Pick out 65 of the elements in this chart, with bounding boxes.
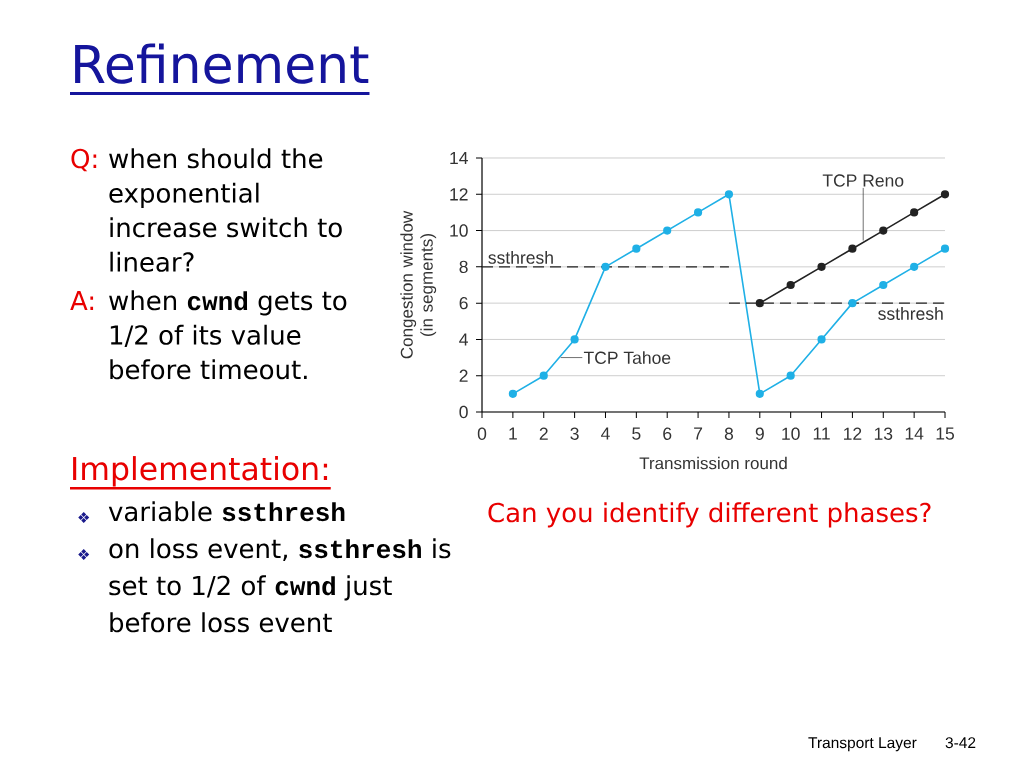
text: Can you identify different phases? bbox=[488, 502, 931, 528]
y-tick-label: 0 bbox=[459, 405, 468, 419]
text: Implementation: bbox=[73, 456, 328, 487]
point bbox=[755, 389, 764, 398]
y-tick-label: 10 bbox=[450, 224, 468, 237]
point bbox=[910, 208, 919, 217]
x-tick-label: 9 bbox=[755, 427, 764, 440]
point bbox=[848, 244, 857, 253]
point bbox=[508, 389, 517, 398]
point bbox=[755, 299, 764, 308]
x-tick-label: 14 bbox=[905, 427, 924, 440]
point bbox=[817, 335, 826, 344]
text: when should the exponential increase switch to linear? bbox=[109, 148, 342, 272]
y-axis-title: Congestion window (in segments) bbox=[400, 210, 437, 359]
chart-title: Refinement bbox=[75, 43, 369, 84]
y-tick-label: 6 bbox=[459, 296, 468, 310]
point bbox=[940, 244, 950, 253]
point bbox=[910, 262, 919, 271]
series-label: TCP Reno bbox=[822, 174, 904, 187]
x-tick-label: 12 bbox=[844, 427, 862, 440]
text: when cwnd gets to 1/2 of its value before timeout. bbox=[109, 290, 347, 380]
point bbox=[848, 299, 857, 308]
y-tick-label: 8 bbox=[459, 260, 468, 274]
point bbox=[786, 371, 795, 380]
point bbox=[879, 226, 888, 235]
text: 3-42 bbox=[945, 737, 976, 749]
text: A: bbox=[70, 291, 94, 310]
x-tick-label: 10 bbox=[782, 427, 800, 440]
x-axis-title: Transmission round bbox=[639, 456, 787, 470]
series-label: ssthresh bbox=[878, 307, 943, 320]
text: Transport Layer bbox=[808, 737, 917, 752]
point bbox=[879, 280, 888, 290]
point bbox=[786, 280, 795, 290]
text: ❖ bbox=[78, 512, 90, 524]
y-tick-label: 12 bbox=[450, 188, 468, 201]
text: variable ssthresh bbox=[108, 501, 345, 522]
text: ❖ bbox=[78, 549, 90, 561]
y-tick-label: 14 bbox=[450, 151, 468, 165]
x-tick-label: 15 bbox=[936, 427, 955, 440]
point bbox=[817, 262, 826, 271]
x-tick-label: 4 bbox=[601, 427, 610, 440]
series-label: ssthresh bbox=[488, 250, 553, 264]
x-tick-label: 7 bbox=[694, 427, 703, 440]
x-tick-label: 2 bbox=[539, 427, 548, 440]
x-tick-label: 5 bbox=[632, 427, 641, 440]
x-tick-label: 3 bbox=[570, 427, 579, 440]
point bbox=[539, 371, 548, 380]
x-tick-label: 8 bbox=[724, 427, 734, 440]
point bbox=[570, 335, 579, 344]
text: Q: bbox=[71, 148, 97, 172]
text: on loss event, ssthresh is set to 1/2 of cwnd just before loss event bbox=[109, 538, 451, 633]
point bbox=[601, 262, 610, 271]
point bbox=[632, 244, 641, 253]
x-tick-label: 1 bbox=[509, 427, 517, 440]
point bbox=[693, 208, 703, 217]
x-tick-label: 11 bbox=[813, 427, 830, 440]
x-tick-label: 6 bbox=[663, 427, 672, 440]
y-tick-label: 2 bbox=[459, 369, 468, 382]
point bbox=[663, 226, 672, 235]
point bbox=[724, 190, 734, 199]
y-tick-label: 4 bbox=[459, 333, 468, 346]
x-tick-label: 0 bbox=[477, 427, 487, 440]
point bbox=[940, 190, 950, 199]
series-label: TCP Tahoe bbox=[583, 351, 671, 364]
x-tick-label: 13 bbox=[874, 427, 893, 440]
